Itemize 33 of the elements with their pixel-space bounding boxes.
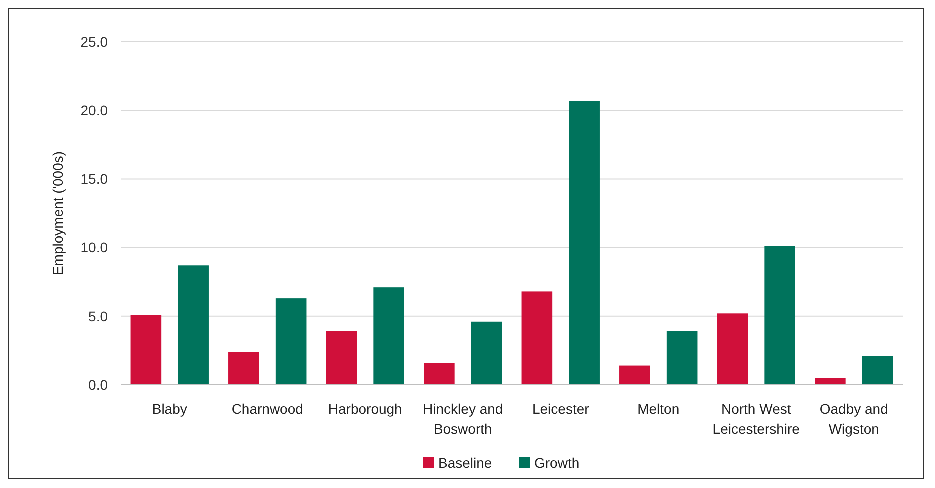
bar bbox=[569, 100, 600, 385]
x-tick-label: Charnwood bbox=[232, 401, 304, 417]
x-tick-label: Melton bbox=[638, 401, 680, 417]
y-tick-label: 10.0 bbox=[80, 240, 108, 256]
bar bbox=[666, 331, 698, 385]
y-tick-label: 25.0 bbox=[80, 34, 108, 50]
x-tick-label: Harborough bbox=[328, 401, 402, 417]
bar bbox=[717, 314, 748, 385]
bar bbox=[326, 331, 358, 385]
bar bbox=[178, 266, 209, 385]
legend-label: Baseline bbox=[438, 454, 492, 471]
bar bbox=[522, 292, 553, 385]
bar bbox=[471, 322, 502, 385]
legend-label: Growth bbox=[534, 454, 580, 471]
x-tick-label: Hinckley and Bosworth bbox=[423, 401, 504, 437]
bar bbox=[276, 298, 307, 385]
bar bbox=[862, 356, 894, 385]
y-tick-label: 15.0 bbox=[80, 171, 108, 188]
bar bbox=[424, 363, 455, 385]
x-tick-label: North West Leicestershire bbox=[712, 401, 800, 437]
y-tick-label: 0.0 bbox=[88, 376, 108, 393]
bar bbox=[130, 315, 162, 385]
bar bbox=[815, 378, 846, 385]
bar bbox=[374, 288, 404, 385]
y-tick-label: 20.0 bbox=[80, 102, 108, 118]
x-tick-label: Oadby and Wigston bbox=[820, 401, 888, 437]
y-axis-title: Employment ('000s) bbox=[50, 151, 66, 276]
y-tick-label: 5.0 bbox=[88, 308, 108, 324]
bar bbox=[620, 366, 650, 385]
x-tick-label: Blaby bbox=[152, 401, 188, 417]
x-tick-label: Leicester bbox=[532, 401, 590, 417]
bar bbox=[764, 246, 796, 385]
bar bbox=[228, 352, 260, 385]
